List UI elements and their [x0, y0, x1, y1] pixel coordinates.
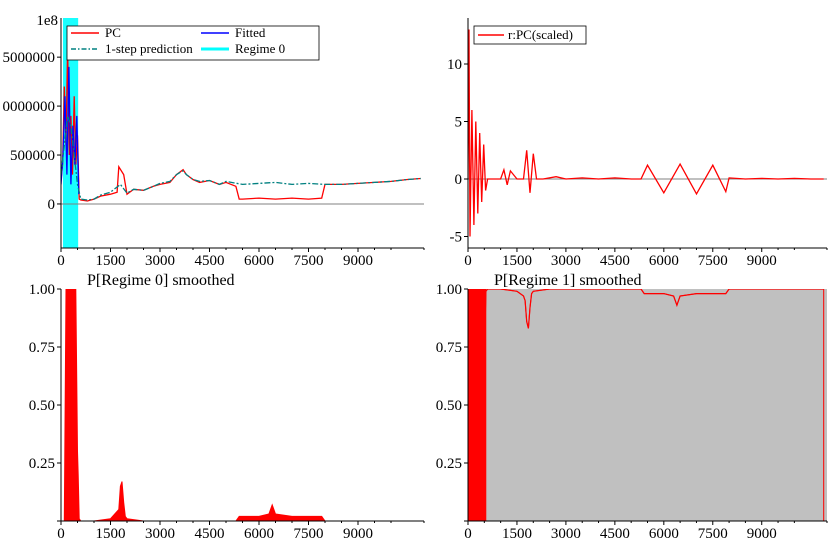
y-tick-label: 0.50 — [29, 398, 55, 414]
panel-p-regime1: 0 1500 3000 4500 6000 7500 9000 0.25 0.50 0.75 1.0… — [436, 272, 828, 539]
x-tick-label: 9000 — [343, 526, 373, 539]
legend-box — [66, 25, 320, 61]
x-tick-label: 6000 — [244, 526, 274, 539]
y-tick-label: 0.75 — [436, 340, 462, 356]
legend-label: 1-step prediction — [105, 41, 193, 56]
x-tick-label: 4500 — [195, 526, 225, 539]
regime-1-low-region — [468, 289, 487, 521]
y-tick-label: 5 — [455, 115, 463, 131]
y-tick-label: 0.50 — [436, 398, 462, 414]
legend: r:PC(scaled) — [473, 25, 587, 45]
legend-label: Fitted — [235, 25, 266, 40]
panel-residuals: 0 1500 3000 4500 6000 7500 9000-50510r:PC(scal… — [447, 18, 828, 269]
legend-label: r:PC(scaled) — [508, 27, 573, 42]
y-tick-label: 0.25 — [436, 456, 462, 472]
x-tick-label: 0 — [57, 253, 65, 269]
x-tick-label: 3000 — [145, 253, 175, 269]
series-group — [61, 47, 421, 202]
x-tick-label: 9000 — [747, 253, 777, 269]
y-tick-label: 1.00 — [436, 282, 462, 298]
legend-label: Regime 0 — [235, 41, 285, 56]
x-tick-label: 7500 — [698, 526, 728, 539]
x-tick-label: 0 — [464, 526, 472, 539]
series-line-1-step-prediction — [61, 115, 421, 201]
y-tick-label: 0 — [455, 172, 463, 188]
series-line-r-pc-scaled- — [468, 29, 824, 237]
panel-title: P[Regime 0] smoothed — [87, 272, 235, 289]
x-tick-label: 6000 — [649, 526, 679, 539]
x-tick-label: 7500 — [698, 253, 728, 269]
series-line-fitted — [61, 66, 80, 195]
x-tick-label: 0 — [57, 526, 65, 539]
legend-label: PC — [105, 25, 121, 40]
y-tick-label: 0.25 — [29, 456, 55, 472]
x-tick-label: 1500 — [96, 526, 126, 539]
series-area — [468, 289, 825, 521]
x-tick-label: 3000 — [551, 253, 581, 269]
x-tick-label: 6000 — [649, 253, 679, 269]
legend-box — [473, 25, 587, 45]
y-tick-label: 5000000 — [3, 50, 56, 66]
x-tick-label: 4500 — [600, 253, 630, 269]
x-tick-label: 9000 — [343, 253, 373, 269]
x-tick-label: 1500 — [502, 253, 532, 269]
series-area — [61, 289, 421, 521]
panel-series: 0 1500 3000 4500 6000 7500 9000 0 500000 0000000 5… — [3, 13, 425, 269]
x-tick-label: 7500 — [294, 253, 324, 269]
axis-multiplier-label: 1e8 — [36, 13, 58, 29]
x-tick-label: 1500 — [96, 253, 126, 269]
y-tick-label: 0 — [48, 197, 56, 213]
x-tick-label: 3000 — [145, 526, 175, 539]
y-tick-label: 500000 — [10, 148, 55, 164]
x-tick-label: 4500 — [195, 253, 225, 269]
series-group — [61, 289, 421, 521]
panel-title: P[Regime 1] smoothed — [494, 272, 642, 289]
series-group — [468, 289, 825, 521]
x-tick-label: 3000 — [551, 526, 581, 539]
x-tick-label: 6000 — [244, 253, 274, 269]
y-tick-label: 1.00 — [29, 282, 55, 298]
legend: PC Fitted 1-step prediction Regime 0 — [66, 25, 320, 61]
y-tick-label: 0.75 — [29, 340, 55, 356]
x-tick-label: 1500 — [502, 526, 532, 539]
x-tick-label: 4500 — [600, 526, 630, 539]
y-tick-label: 0000000 — [3, 99, 56, 115]
x-tick-label: 0 — [464, 253, 472, 269]
y-tick-label: -5 — [450, 230, 463, 246]
x-tick-label: 9000 — [747, 526, 777, 539]
series-line-pc — [61, 47, 421, 202]
panel-p-regime0: 0 1500 3000 4500 6000 7500 9000 0.25 0.50 0.75 1.0… — [29, 272, 425, 539]
x-tick-label: 7500 — [294, 526, 324, 539]
y-tick-label: 10 — [447, 57, 462, 73]
series-group — [468, 29, 824, 237]
